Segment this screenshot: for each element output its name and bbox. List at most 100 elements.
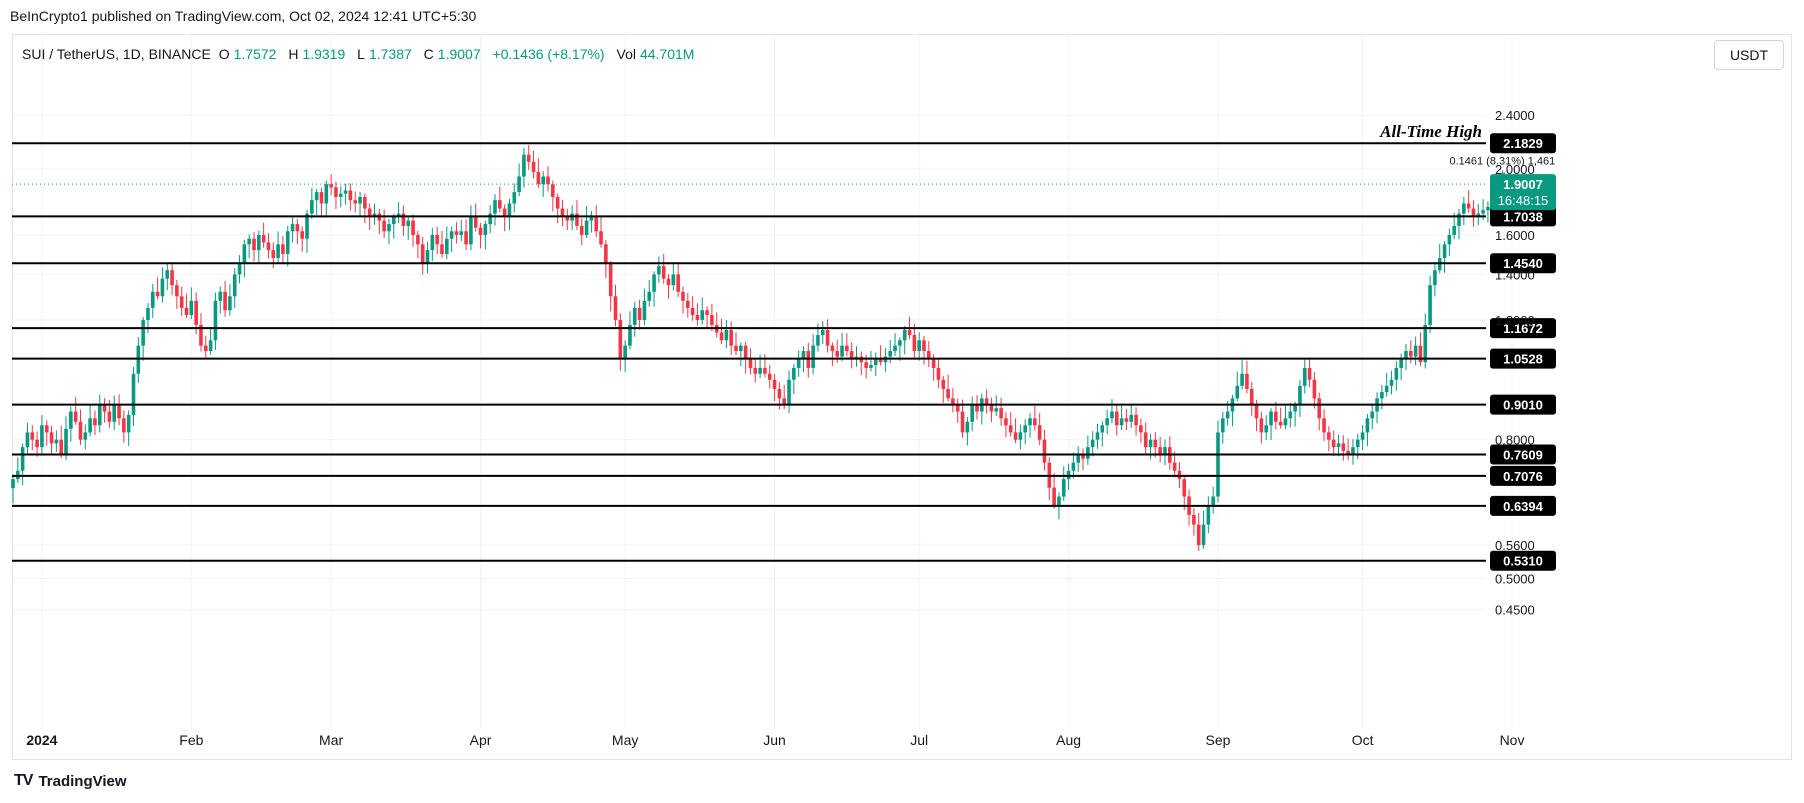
candle-body — [1023, 425, 1027, 433]
candle-body — [430, 234, 435, 251]
candle-body — [1370, 411, 1375, 419]
candle-body — [1086, 447, 1090, 459]
chart-grid — [12, 35, 1513, 730]
candle-body — [1360, 432, 1365, 440]
candle-body — [83, 432, 88, 440]
candle-body — [507, 203, 512, 218]
candle-body — [160, 278, 165, 297]
candle-body — [232, 274, 237, 297]
currency-button[interactable]: USDT — [1714, 40, 1784, 70]
level-badge — [1490, 253, 1556, 274]
candle-body — [25, 432, 30, 448]
candle-body — [49, 432, 54, 444]
candle-body — [1336, 443, 1341, 448]
candle-body — [1389, 379, 1394, 386]
time-tick-label: Jun — [763, 732, 786, 748]
candle-body — [1293, 404, 1297, 412]
candle-body — [469, 217, 473, 245]
candle-body — [247, 238, 251, 245]
candle-body — [208, 340, 213, 352]
candle-body — [970, 404, 974, 422]
candle-body — [1404, 351, 1408, 360]
candle-body — [30, 432, 35, 440]
candle-body — [440, 244, 444, 255]
candle-body — [657, 266, 661, 275]
candle-body — [97, 404, 102, 426]
candle-body — [1331, 439, 1336, 448]
candle-body — [623, 345, 627, 360]
candle-body — [334, 187, 338, 197]
candle-body — [1307, 367, 1312, 380]
level-badge — [1490, 495, 1556, 516]
candle-body — [401, 213, 406, 226]
candle-body — [767, 373, 772, 380]
candle-body — [1428, 285, 1432, 325]
tradingview-footer[interactable]: TV TradingView — [14, 772, 127, 790]
candle-body — [652, 274, 656, 292]
candle-body — [11, 479, 15, 489]
candle-body — [314, 192, 319, 201]
candle-body — [242, 244, 247, 265]
candle-body — [1365, 418, 1370, 433]
candle-body — [300, 231, 304, 239]
candle-body — [445, 238, 449, 255]
candle-body — [122, 418, 126, 433]
candle-body — [146, 307, 150, 320]
candle-body — [213, 300, 218, 341]
candle-body — [522, 154, 526, 177]
candle-body — [343, 190, 348, 194]
candle-body — [131, 373, 136, 415]
candle-body — [613, 296, 618, 320]
candle-body — [1225, 411, 1230, 419]
candle-body — [1110, 411, 1114, 419]
candle-body — [849, 351, 854, 360]
price-tick-label: 1.6000 — [1495, 228, 1535, 243]
candle-body — [1052, 487, 1056, 506]
candle-body — [1462, 203, 1466, 214]
candle-body — [155, 291, 160, 297]
tradingview-brand: TradingView — [38, 772, 127, 790]
candle-body — [189, 300, 194, 316]
candle-body — [565, 217, 570, 221]
time-axis: 2024 Feb Mar Apr May Jun Jul Aug Sep Oct Nov — [26, 732, 1524, 748]
candle-body — [367, 208, 372, 218]
candle-body — [449, 231, 454, 239]
candle-body — [348, 190, 353, 201]
candle-body — [1235, 385, 1240, 399]
candle-body — [271, 250, 276, 258]
countdown-label: 16:48:15 — [1498, 193, 1549, 208]
candle-body — [661, 266, 666, 279]
level-badge-label: 0.7076 — [1503, 469, 1543, 484]
candle-body — [936, 367, 941, 380]
candle-body — [772, 379, 777, 389]
candle-body — [338, 193, 343, 197]
candle-body — [1071, 462, 1076, 471]
candle-body — [126, 414, 131, 433]
candle-body — [107, 411, 112, 422]
candle-body — [724, 329, 729, 341]
candle-body — [150, 291, 155, 308]
candle-body — [179, 296, 184, 308]
candle-body — [902, 329, 907, 341]
price-tick-label: 1.2000 — [1495, 313, 1535, 328]
candle-body — [69, 411, 73, 429]
candle-body — [1481, 210, 1485, 214]
candle-body — [1206, 505, 1211, 525]
candle-body — [1172, 462, 1177, 471]
publish-info: BeInCrypto1 published on TradingView.com… — [10, 8, 477, 24]
candle-body — [310, 200, 314, 214]
time-tick-label: Mar — [319, 732, 343, 748]
close-label: C — [423, 46, 434, 62]
candle-body — [1076, 454, 1081, 463]
candle-body — [955, 404, 960, 412]
candle-body — [830, 345, 835, 352]
candle-body — [425, 250, 430, 265]
level-badge-label: 1.4540 — [1503, 256, 1543, 271]
time-tick-label: Oct — [1352, 732, 1374, 748]
level-badge-label: 0.7609 — [1503, 447, 1543, 462]
candle-body — [632, 307, 637, 325]
candle-body — [1457, 213, 1461, 226]
candle-body — [1341, 443, 1346, 451]
candle-body — [845, 345, 849, 352]
